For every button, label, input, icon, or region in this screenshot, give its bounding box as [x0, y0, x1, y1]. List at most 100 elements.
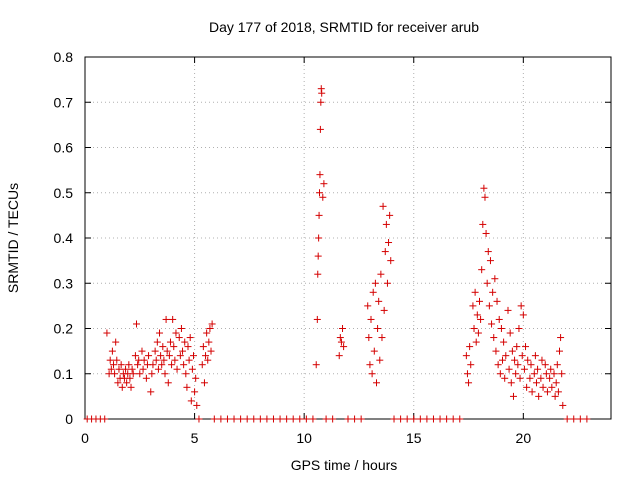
data-point: [136, 370, 144, 378]
data-point: [505, 365, 513, 373]
data-point: [339, 325, 347, 332]
x-axis-label: GPS time / hours: [291, 457, 398, 473]
data-point: [410, 415, 418, 423]
x-tick-label: 5: [191, 430, 199, 446]
data-point: [484, 248, 492, 256]
data-point: [380, 306, 388, 314]
y-tick-label: 0.3: [54, 275, 74, 291]
data-point: [189, 352, 197, 360]
data-point: [111, 370, 119, 378]
data-point: [223, 415, 231, 423]
data-point: [492, 347, 500, 355]
data-point: [501, 374, 509, 382]
data-point: [157, 352, 165, 360]
data-point: [495, 315, 503, 323]
data-point: [502, 352, 510, 360]
data-point: [476, 297, 483, 305]
data-point: [506, 329, 514, 337]
data-point: [553, 361, 561, 369]
data-point: [504, 306, 512, 314]
data-point: [123, 379, 131, 387]
data-point: [315, 234, 323, 242]
data-point: [317, 98, 325, 106]
data-point: [182, 370, 190, 378]
data-point: [493, 297, 501, 305]
data-point: [471, 288, 479, 296]
data-point: [387, 257, 395, 265]
data-point: [368, 370, 376, 378]
data-point: [488, 320, 496, 328]
data-point: [382, 220, 390, 228]
data-point: [340, 343, 348, 351]
axis-ticks: 0 0.1 0.2 0.3 0.4 0.5 0.6 0.7 0.8 0 5 10 15 20: [54, 49, 611, 446]
data-point: [526, 374, 534, 382]
data-point: [138, 347, 146, 355]
data-point: [217, 415, 225, 423]
data-point: [539, 383, 547, 391]
data-point: [106, 356, 114, 364]
data-point: [516, 374, 524, 382]
data-point: [191, 388, 199, 396]
data-point: [507, 379, 515, 387]
data-point: [483, 279, 491, 287]
data-point: [180, 361, 188, 369]
data-point: [313, 315, 321, 323]
data-point: [535, 392, 543, 400]
data-point: [478, 266, 486, 274]
data-point: [118, 383, 126, 391]
data-point: [162, 315, 170, 323]
data-point: [179, 347, 187, 355]
data-point: [129, 370, 137, 378]
data-point: [550, 370, 558, 378]
data-point: [318, 89, 326, 97]
data-point: [322, 415, 330, 423]
x-tick-label: 15: [406, 430, 422, 446]
data-point: [486, 257, 494, 265]
data-point: [490, 334, 498, 342]
data-point: [563, 415, 571, 423]
x-tick-label: 20: [516, 430, 532, 446]
data-point: [570, 415, 578, 423]
data-point: [134, 361, 142, 369]
data-point: [397, 415, 405, 423]
data-point: [473, 311, 481, 319]
data-point: [184, 343, 192, 351]
data-point: [456, 415, 464, 423]
data-point: [114, 379, 122, 387]
data-point: [207, 347, 215, 355]
data-point: [511, 356, 519, 364]
data-point: [370, 347, 378, 355]
data-point: [551, 392, 559, 400]
data-point: [199, 343, 207, 351]
data-point: [547, 365, 555, 373]
data-point: [237, 415, 245, 423]
data-point: [489, 288, 497, 296]
data-point: [204, 356, 212, 364]
data-point: [482, 229, 490, 237]
data-point: [177, 325, 185, 332]
y-tick-label: 0: [65, 411, 73, 427]
data-point: [160, 356, 168, 364]
data-point: [515, 325, 523, 332]
data-point: [548, 383, 556, 391]
data-point: [329, 415, 337, 423]
data-point: [344, 415, 352, 423]
data-point: [159, 343, 167, 351]
data-point: [371, 279, 379, 287]
data-point: [377, 270, 385, 278]
data-point: [193, 401, 201, 409]
data-point: [472, 338, 480, 346]
data-point: [531, 352, 539, 360]
data-point: [112, 338, 120, 346]
grid: [85, 57, 611, 419]
data-point: [263, 415, 271, 423]
data-point: [351, 415, 359, 423]
data-point: [165, 352, 173, 360]
data-point: [497, 325, 505, 332]
data-point: [316, 171, 324, 179]
data-point: [152, 356, 160, 364]
data-point: [390, 415, 398, 423]
data-point: [534, 365, 542, 373]
data-point: [583, 415, 591, 423]
data-point: [107, 365, 115, 373]
